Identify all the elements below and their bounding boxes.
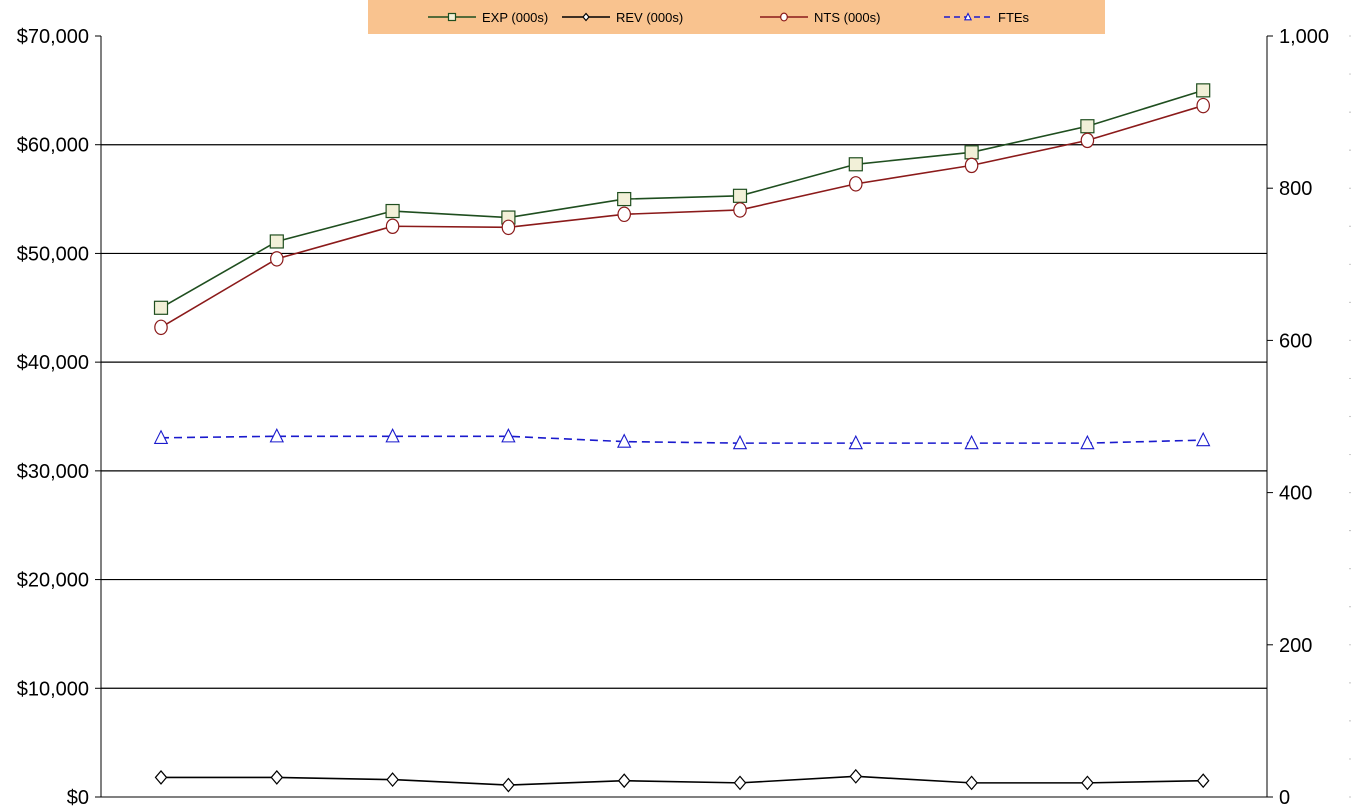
data-point-square (1080, 119, 1095, 134)
data-point-circle (964, 157, 979, 174)
right-minor-dot (1349, 187, 1351, 189)
legend: EXP (000s) REV (000s) NTS (000s) FTEs (368, 0, 1105, 34)
left-tick-label: $70,000 (17, 26, 89, 48)
right-minor-dot (1349, 453, 1351, 456)
right-minor-dot (1349, 73, 1351, 75)
right-minor-dot (1349, 530, 1351, 532)
left-tick-label: $60,000 (17, 135, 89, 157)
data-point-square (848, 157, 863, 172)
data-point-square (617, 191, 632, 207)
data-point-diamond (617, 773, 631, 789)
right-minor-dot (1349, 225, 1351, 227)
data-point-circle (733, 202, 747, 218)
data-point-triangle (848, 434, 863, 450)
right-minor-dot (1349, 35, 1351, 37)
data-point-square (153, 300, 169, 315)
legend-label: NTS (000s) (814, 10, 880, 25)
left-tick-label: $20,000 (17, 570, 89, 592)
right-tick-label: 0 (1279, 787, 1290, 809)
left-tick-label: $10,000 (17, 678, 89, 700)
right-tick-label: 400 (1279, 483, 1312, 505)
right-minor-dot (1349, 377, 1351, 380)
left-axis-ticks: $0 $10,000 $20,000 $30,000 $40,000 $50,000 $60… (17, 26, 101, 809)
data-point-square (732, 188, 748, 203)
data-point-diamond (386, 772, 399, 788)
right-minor-dot (1349, 149, 1351, 151)
legend-label: EXP (000s) (482, 10, 548, 25)
data-point-diamond (1081, 775, 1094, 791)
right-minor-dot (1349, 758, 1351, 760)
data-point-diamond (733, 775, 747, 791)
data-point-triangle (269, 428, 284, 443)
data-point-circle (154, 319, 168, 336)
data-point-circle (501, 219, 516, 236)
right-minor-dot (1349, 720, 1351, 722)
right-minor-dot (1349, 796, 1351, 798)
data-point-triangle (963, 12, 973, 21)
right-minor-dot (1349, 111, 1351, 113)
left-tick-label: $40,000 (17, 352, 89, 374)
gridlines (101, 144, 1267, 689)
data-point-triangle (617, 433, 632, 448)
data-point-square (269, 234, 284, 249)
data-point-triangle (385, 428, 400, 443)
data-point-circle (780, 12, 788, 22)
data-point-circle (1196, 97, 1210, 114)
data-point-triangle (1080, 434, 1095, 450)
data-point-diamond (849, 768, 863, 784)
right-minor-dot (1349, 682, 1351, 684)
legend-label: REV (000s) (616, 10, 683, 25)
series-line (160, 89, 1204, 309)
data-point-circle (1080, 132, 1095, 149)
data-point-square (1196, 83, 1211, 98)
data-point-circle (617, 206, 631, 223)
right-tick-label: 800 (1279, 178, 1312, 200)
data-point-diamond (1196, 773, 1210, 789)
right-minor-dot (1349, 492, 1351, 494)
series-layer (153, 83, 1211, 793)
left-tick-label: $0 (67, 787, 89, 809)
data-point-circle (270, 251, 284, 267)
data-point-triangle (732, 434, 748, 450)
right-tick-label: 1,000 (1279, 26, 1329, 48)
series-line (160, 435, 1204, 444)
right-minor-dot (1349, 301, 1351, 303)
right-tick-label: 600 (1279, 330, 1312, 352)
legend-label: FTEs (998, 10, 1030, 25)
right-axis-ticks: 0 200 400 600 800 1,000 (1267, 26, 1351, 809)
right-tick-label: 200 (1279, 635, 1312, 657)
data-point-diamond (270, 770, 284, 785)
data-point-diamond (582, 12, 590, 22)
data-point-triangle (501, 428, 516, 443)
right-minor-dot (1349, 606, 1351, 608)
data-point-circle (849, 176, 863, 192)
right-minor-dot (1349, 568, 1351, 570)
series-ftes (153, 428, 1211, 450)
right-minor-dot (1349, 339, 1351, 341)
data-point-triangle (153, 429, 169, 444)
right-minor-dot (1349, 263, 1351, 265)
data-point-triangle (964, 434, 979, 450)
data-point-triangle (1196, 431, 1211, 447)
left-tick-label: $30,000 (17, 461, 89, 483)
data-point-square (447, 12, 457, 22)
series-rev-000s (154, 768, 1210, 793)
legend-background (368, 0, 1105, 34)
data-point-diamond (154, 770, 168, 785)
series-exp-000s (153, 83, 1211, 315)
series-line (160, 104, 1204, 329)
right-minor-dot (1349, 644, 1351, 646)
data-point-diamond (502, 777, 515, 793)
data-point-square (964, 145, 979, 160)
left-tick-label: $50,000 (17, 243, 89, 265)
right-minor-dot (1349, 415, 1351, 418)
data-point-circle (385, 218, 400, 235)
data-point-diamond (965, 775, 978, 791)
data-point-square (385, 203, 400, 219)
series-nts-000s (154, 97, 1210, 336)
series-line (161, 775, 1204, 786)
